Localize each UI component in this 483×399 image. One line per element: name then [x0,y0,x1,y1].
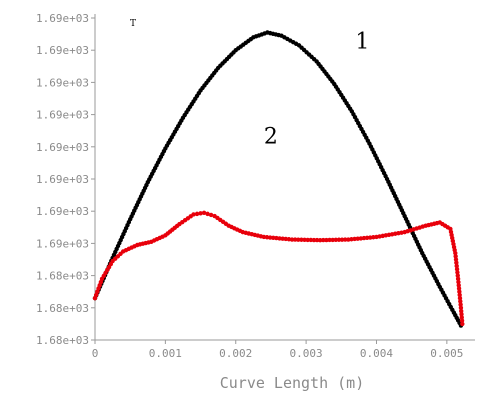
data-point [459,308,464,314]
y-tick-label: 1.69e+03 [36,12,89,25]
data-point [459,312,464,317]
data-point [198,211,203,216]
data-point [456,286,462,291]
data-point [457,295,463,301]
data-point [453,257,459,262]
data-point [321,237,326,243]
curve-label-2: 2 [264,125,278,150]
data-point [456,283,461,288]
x-tick-label: 0.001 [149,347,182,360]
data-point [455,273,460,278]
x-tick-label: 0.003 [290,347,323,360]
data-point [460,321,465,327]
data-point [343,237,348,242]
y-tick-label: 1.68e+03 [36,334,89,347]
data-point [327,237,332,243]
y-tick-label: 1.69e+03 [36,76,89,89]
data-point [336,237,342,242]
data-point [455,276,461,282]
x-tick-label: 0.002 [219,347,252,360]
x-tick-label: 0.005 [430,347,463,360]
data-point [454,263,459,269]
data-point [333,237,339,243]
data-point [339,237,345,242]
data-point [314,237,320,243]
axes [94,14,475,341]
data-point [201,210,207,216]
data-point [317,237,323,243]
series-1 [92,30,464,328]
data-point [194,211,200,217]
data-point [305,237,310,243]
y-axis-ticks: 1.69e+03 1.69e+03 1.69e+03 1.69e+03 1.69e+03… [36,12,95,347]
curve-label-1: 1 [355,30,369,55]
y-tick-label: 1.68e+03 [36,270,89,283]
series-2 [92,210,465,327]
y-tick-label: 1.69e+03 [36,141,89,154]
x-tick-label: 0 [92,347,99,360]
data-point [292,237,298,242]
data-point [459,318,465,323]
data-point [208,212,214,218]
data-point [453,254,458,259]
x-axis-ticks: 0 0.001 0.002 0.003 0.004 0.005 [92,340,463,360]
data-point [302,237,307,243]
data-point [454,260,459,265]
data-point [311,237,317,243]
unit-label: T [130,19,136,29]
data-point [459,315,464,320]
y-tick-label: 1.69e+03 [36,237,89,250]
y-tick-label: 1.69e+03 [36,173,89,186]
data-point [324,237,329,243]
data-point [191,212,196,217]
data-point [454,266,460,272]
data-point [296,237,301,242]
data-point [457,292,462,298]
annotations: 12 [264,30,369,150]
data-point [308,237,314,243]
y-tick-label: 1.69e+03 [36,44,89,57]
y-tick-label: 1.68e+03 [36,302,89,315]
data-point [458,305,464,310]
data-point [456,279,461,285]
data-point [289,237,295,242]
data-point [453,250,458,256]
data-point [458,299,463,304]
data-point [205,211,210,217]
series-layer [92,30,465,328]
data-point [299,237,304,242]
data-point [458,302,463,307]
y-tick-label: 1.69e+03 [36,205,89,218]
x-tick-label: 0.004 [360,347,393,360]
data-point [457,289,462,294]
data-point [455,270,460,275]
y-tick-label: 1.69e+03 [36,109,89,122]
x-axis-label: Curve Length (m) [220,374,365,392]
data-point [330,237,335,243]
